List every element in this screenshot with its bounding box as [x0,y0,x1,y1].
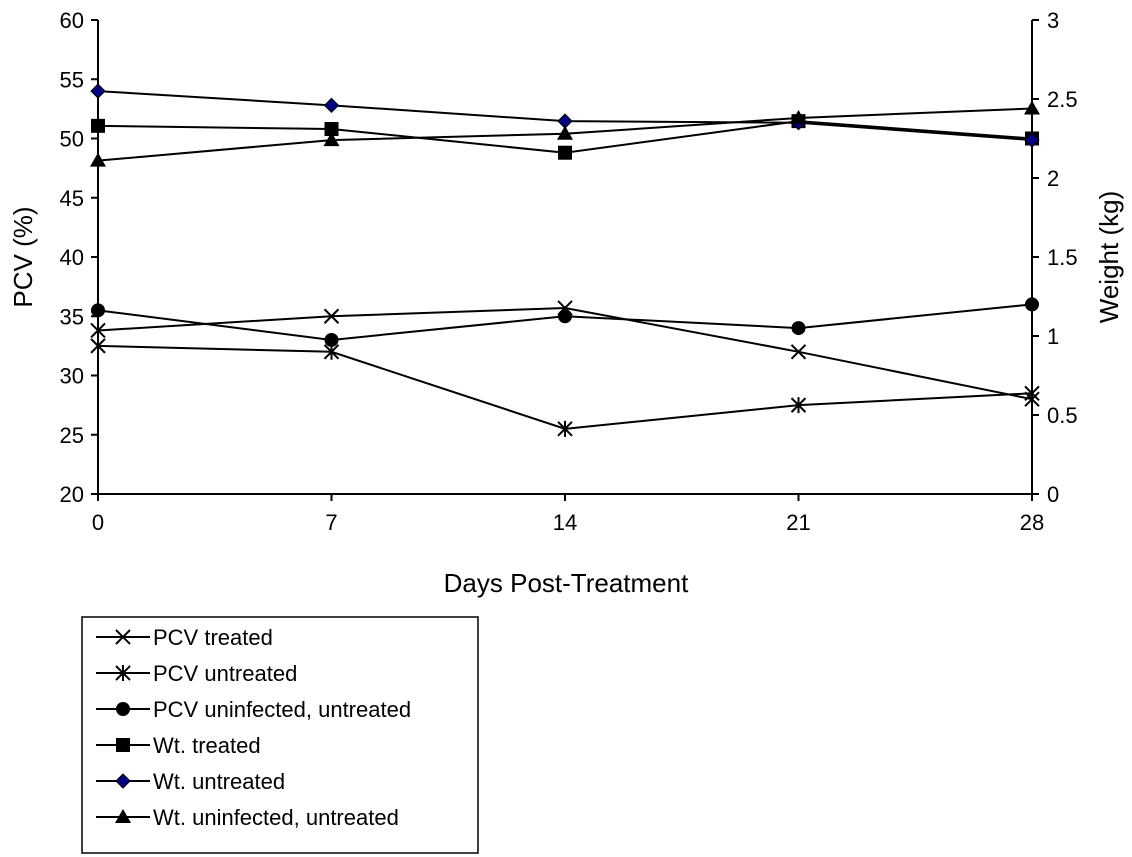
data-point [558,309,572,324]
legend-item: Wt. uninfected, untreated [96,805,399,830]
series-5 [90,100,1040,167]
data-point [791,321,806,336]
data-point [90,337,106,354]
data-point [324,332,339,347]
tick-marks [91,19,1039,501]
left-y-tick-label: 50 [60,127,84,152]
data-point [790,397,807,414]
legend-item: Wt. treated [96,733,261,758]
x-tick-label: 0 [92,510,104,535]
data-point [1025,297,1039,312]
data-point [90,83,106,99]
right-y-tick-label: 2 [1047,166,1059,191]
left-y-tick-label: 35 [60,304,84,329]
x-tick-label: 7 [325,510,337,535]
legend-marker [115,809,131,823]
data-point [90,152,106,167]
data-point [323,97,340,114]
series-1 [90,337,1040,437]
right-y-tick-label: 1.5 [1047,245,1078,270]
x-tick-label: 21 [786,510,810,535]
data-point [557,125,573,140]
legend-marker [116,738,130,752]
left-y-tick-label: 20 [60,482,84,507]
data-point [323,132,340,147]
left-y-tick-label: 30 [60,364,84,389]
legend: PCV treated PCV untreated PCV uninfected, … [81,616,479,854]
data-point [790,109,807,124]
data-point [1024,100,1040,115]
legend-marker [115,665,131,681]
legend-label: Wt. uninfected, untreated [153,805,399,830]
data-point [790,344,807,360]
right-y-tick-label: 3 [1047,8,1059,33]
legend-item: PCV untreated [96,661,297,686]
data-point [324,122,339,137]
legend-label: PCV treated [153,625,273,650]
left-y-tick-label: 25 [60,423,84,448]
legend-label: PCV uninfected, untreated [153,697,411,722]
left-y-tick-label: 55 [60,67,84,92]
right-y-axis-title: Weight (kg) [1094,191,1124,323]
legend-label: PCV untreated [153,661,297,686]
data-point [91,303,105,318]
right-y-tick-label: 0 [1047,482,1059,507]
legend-box [81,616,479,854]
right-y-tick-label: 0.5 [1047,403,1078,428]
x-tick-label: 14 [553,510,577,535]
legend-marker [115,629,131,645]
series-2 [91,297,1039,347]
legend-label: Wt. untreated [153,769,285,794]
legend-item: PCV treated [96,625,273,650]
data-point [1024,385,1040,402]
legend-item: PCV uninfected, untreated [96,697,411,722]
data-point [91,118,105,133]
legend-item: Wt. untreated [96,769,285,794]
right-y-tick-label: 1 [1047,324,1059,349]
series-line [97,344,1033,430]
series-layer [90,83,1040,437]
data-point [558,145,572,160]
left-y-tick-label: 40 [60,245,84,270]
x-axis-title: Days Post-Treatment [444,568,689,598]
right-y-tick-label: 2.5 [1047,87,1078,112]
data-point [1024,132,1040,148]
legend-marker [115,773,131,789]
x-tick-label: 28 [1020,510,1044,535]
data-point [323,308,340,324]
legend-marker [116,702,130,716]
legend-label: Wt. treated [153,733,261,758]
left-y-axis-title: PCV (%) [8,206,38,307]
data-point [557,420,573,437]
data-point [90,322,106,339]
left-y-tick-label: 45 [60,186,84,211]
left-y-tick-label: 60 [60,8,84,33]
